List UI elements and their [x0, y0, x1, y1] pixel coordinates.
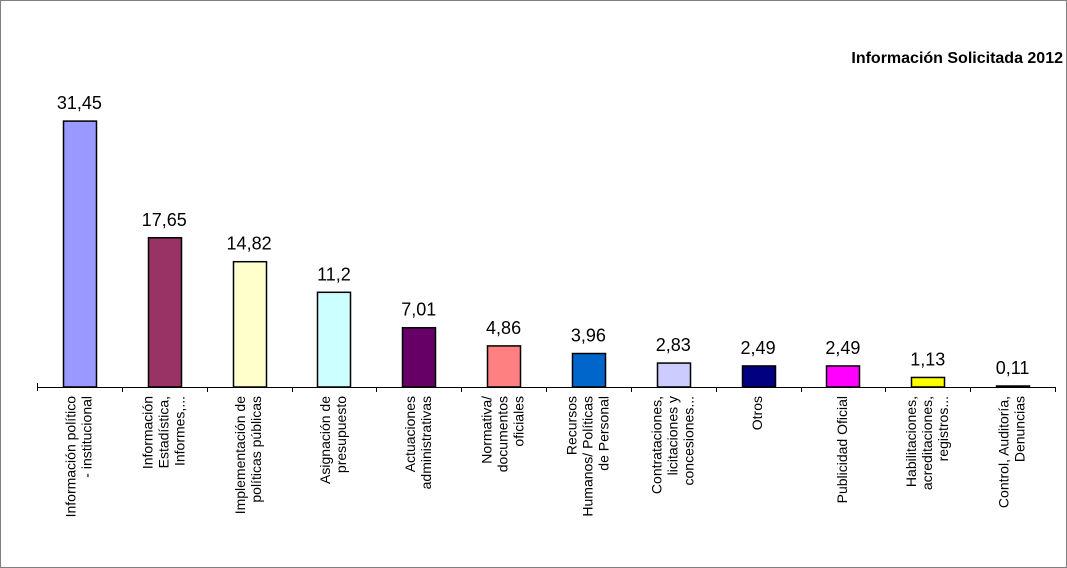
category-label-line: Estadística, — [155, 396, 171, 468]
category-label: RecursosHumanos/ Políticasde Personal — [563, 396, 611, 517]
category-label: Información político- institucional — [62, 396, 94, 518]
category-label-line: licitaciones y — [664, 396, 680, 475]
category-label: Implementación depolíticas públicas — [232, 396, 264, 515]
axis-layer — [37, 383, 1056, 392]
category-label-line: concesiones... — [680, 396, 696, 486]
category-label-line: políticas públicas — [248, 396, 264, 503]
data-label: 7,01 — [401, 300, 436, 320]
category-label-line: Contrataciones, — [648, 396, 664, 494]
bar — [401, 326, 437, 388]
category-label-line: registros... — [935, 396, 951, 461]
bar — [910, 376, 946, 388]
data-label: 2,49 — [741, 338, 776, 358]
bar — [995, 385, 1031, 388]
category-label-line: Informes,... — [171, 396, 187, 466]
labels-layer: 31,45 Información político- institucional… — [57, 93, 1030, 517]
category-label-line: Control, Auditoría, — [996, 396, 1012, 508]
bar — [486, 345, 522, 388]
category-label-line: acreditaciones, — [919, 396, 935, 490]
category-label-line: Asignación de — [317, 396, 333, 484]
data-label: 4,86 — [486, 318, 521, 338]
category-label-line: Publicidad Oficial — [834, 396, 850, 503]
category-label-line: Otros — [749, 396, 765, 430]
category-label: Control, Auditoría,Denuncias — [996, 396, 1028, 508]
bar — [571, 352, 607, 388]
data-label: 3,96 — [571, 326, 606, 346]
category-label-line: - institucional — [78, 396, 94, 478]
chart-title: Información Solicitada 2012 — [851, 50, 1063, 67]
data-label: 11,2 — [317, 264, 351, 284]
category-label-line: Actuaciones — [402, 396, 418, 472]
category-label: Asignación depresupuesto — [317, 396, 349, 484]
data-label: 31,45 — [57, 93, 102, 113]
data-label: 1,13 — [910, 349, 945, 369]
category-label-line: Implementación de — [232, 396, 248, 515]
bar — [741, 365, 777, 388]
data-label: 0,11 — [996, 358, 1030, 378]
category-label-line: Información — [139, 396, 155, 469]
category-label-line: de Personal — [595, 396, 611, 471]
data-label: 17,65 — [142, 210, 187, 230]
bars-layer — [62, 120, 1031, 388]
bar — [825, 365, 861, 388]
data-label: 2,49 — [825, 338, 860, 358]
category-label: Publicidad Oficial — [834, 396, 850, 503]
category-label-line: Información político — [62, 396, 78, 518]
category-label-line: Habilitaciones, — [903, 396, 919, 487]
category-label-line: Humanos/ Políticas — [579, 396, 595, 517]
category-label: Habilitaciones,acreditaciones,registros.… — [903, 396, 951, 490]
category-label: InformaciónEstadística,Informes,... — [139, 396, 187, 469]
data-label: 2,83 — [656, 335, 691, 355]
category-label-line: oficiales — [511, 396, 527, 447]
data-label: 14,82 — [227, 234, 272, 254]
category-label-line: presupuesto — [333, 396, 349, 473]
bar — [316, 291, 352, 388]
category-label: Contrataciones,licitaciones yconcesiones… — [648, 396, 696, 494]
bar — [232, 260, 268, 388]
category-label: Otros — [749, 396, 765, 430]
bar — [62, 120, 98, 388]
category-label-line: Denuncias — [1012, 396, 1028, 462]
bar — [656, 362, 692, 388]
category-label-line: administrativas — [418, 396, 434, 489]
category-label: Actuacionesadministrativas — [402, 396, 434, 489]
category-label-line: documentos — [495, 396, 511, 472]
bar — [147, 237, 183, 388]
category-label-line: Recursos — [563, 396, 579, 455]
category-label: Normativa/documentosoficiales — [479, 396, 527, 472]
category-label-line: Normativa/ — [479, 396, 495, 464]
